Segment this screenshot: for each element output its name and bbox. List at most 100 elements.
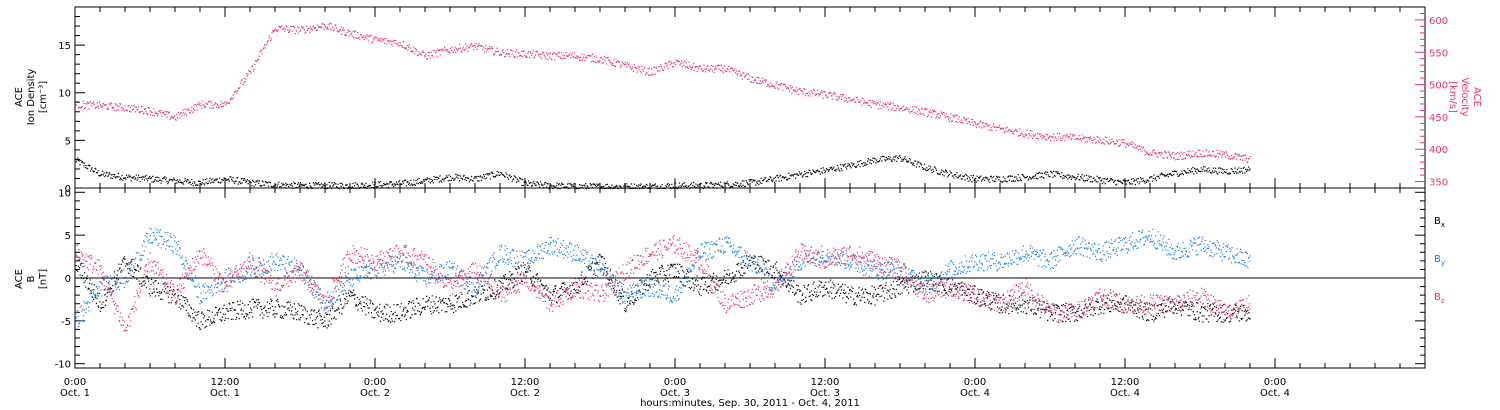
data-point <box>401 315 403 317</box>
data-point <box>1043 136 1045 138</box>
data-point <box>891 293 893 295</box>
data-point <box>120 103 122 105</box>
data-point <box>132 177 134 179</box>
data-point <box>294 182 296 185</box>
data-point <box>243 77 245 80</box>
data-point <box>621 289 623 291</box>
data-point <box>1037 309 1039 312</box>
data-point <box>161 292 163 294</box>
data-point <box>402 310 404 312</box>
data-point <box>1236 153 1238 156</box>
data-point <box>82 162 84 164</box>
data-point <box>484 47 486 50</box>
data-point <box>952 175 954 177</box>
data-point <box>894 156 896 158</box>
data-point <box>659 187 661 190</box>
data-point <box>930 279 932 281</box>
data-point <box>630 300 632 302</box>
data-point <box>167 111 169 113</box>
upper-panel-frame <box>74 6 1426 189</box>
data-point <box>93 284 95 286</box>
data-point <box>749 180 751 182</box>
data-point <box>237 90 239 92</box>
data-point <box>593 60 595 62</box>
data-point <box>697 280 699 282</box>
data-point <box>685 184 687 187</box>
data-point <box>903 109 905 111</box>
data-point <box>611 64 613 66</box>
data-point <box>112 106 114 108</box>
data-point <box>93 101 95 103</box>
data-point <box>464 300 467 302</box>
data-point <box>475 177 477 179</box>
data-point <box>456 49 458 52</box>
data-point <box>1018 304 1020 306</box>
data-point <box>402 308 405 311</box>
data-point <box>888 158 890 160</box>
data-point <box>772 266 774 268</box>
data-point <box>1091 140 1093 142</box>
data-point <box>681 265 683 268</box>
data-point <box>693 289 695 292</box>
data-point <box>696 70 698 73</box>
data-point <box>339 187 341 190</box>
data-point <box>451 177 453 179</box>
data-point <box>627 297 630 300</box>
data-point <box>1085 179 1087 182</box>
data-point <box>414 313 416 315</box>
data-point <box>1089 136 1091 138</box>
data-point <box>1233 171 1235 173</box>
data-point <box>438 181 440 183</box>
data-point <box>399 42 401 44</box>
data-point <box>78 159 80 162</box>
data-point <box>634 187 636 189</box>
data-point <box>489 48 491 50</box>
data-point <box>762 260 765 262</box>
data-point <box>1027 137 1029 139</box>
data-point <box>110 294 112 296</box>
data-point <box>120 271 122 273</box>
data-point <box>375 307 377 309</box>
data-point <box>577 292 579 294</box>
data-point <box>883 156 885 158</box>
data-point <box>188 304 190 306</box>
data-point <box>204 106 206 109</box>
data-point <box>189 314 191 316</box>
data-point <box>1227 158 1229 160</box>
data-point <box>135 174 137 176</box>
data-point <box>999 180 1001 182</box>
data-point <box>96 102 98 104</box>
data-point <box>336 27 338 29</box>
data-point <box>376 306 378 308</box>
data-point <box>174 115 176 117</box>
data-point <box>1088 175 1090 177</box>
data-point <box>430 301 432 303</box>
data-point <box>162 289 164 291</box>
data-point <box>459 305 461 308</box>
data-point <box>329 310 332 312</box>
data-point <box>590 55 592 57</box>
data-point <box>1239 171 1241 173</box>
data-point <box>519 55 521 57</box>
data-point <box>1114 143 1116 146</box>
data-point <box>331 306 333 308</box>
data-point <box>636 297 639 299</box>
data-point <box>262 317 264 319</box>
data-point <box>179 179 181 181</box>
data-point <box>773 85 775 87</box>
data-point <box>340 26 342 28</box>
data-point <box>801 90 803 92</box>
data-point <box>326 183 328 186</box>
data-point <box>291 306 293 308</box>
data-point <box>188 315 190 317</box>
data-point <box>1014 130 1016 132</box>
data-point <box>474 44 476 47</box>
data-point <box>1002 176 1004 178</box>
data-point <box>303 321 306 324</box>
data-point <box>482 177 484 179</box>
data-point <box>1238 167 1240 169</box>
data-point <box>750 81 752 83</box>
data-point <box>949 291 951 293</box>
data-point <box>686 186 688 188</box>
data-point <box>843 94 845 96</box>
